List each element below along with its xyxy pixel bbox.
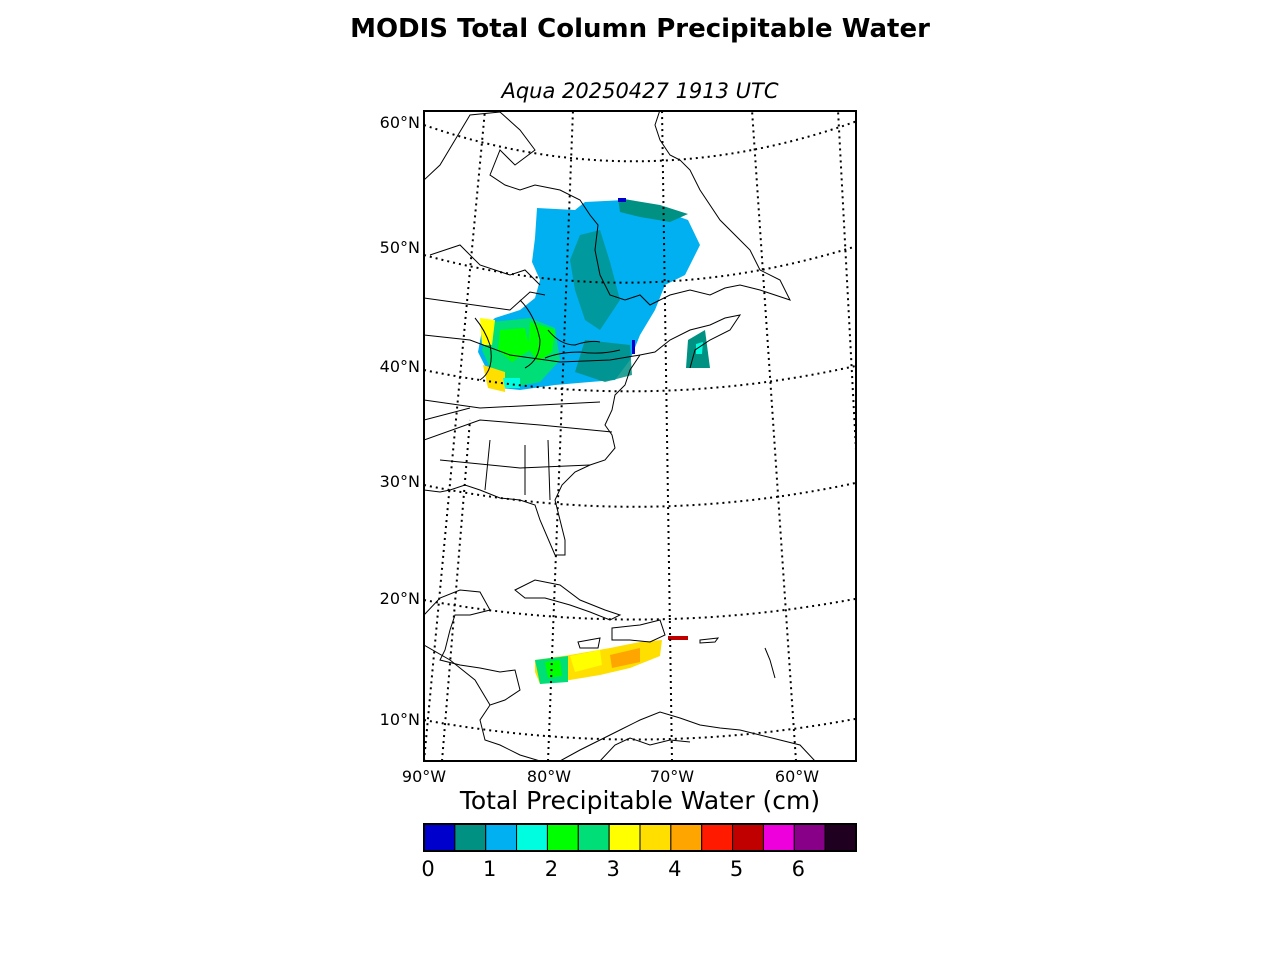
lon-label-60w: 60°W	[774, 767, 820, 786]
colorbar-swatch	[577, 823, 610, 852]
coastlines	[424, 111, 816, 761]
colorbar-swatch	[485, 823, 518, 852]
chart-title: MODIS Total Column Precipitable Water	[350, 14, 930, 44]
colorbar-swatch	[793, 823, 826, 852]
colorbar-swatch	[516, 823, 548, 852]
colorbar-swatch	[732, 823, 764, 852]
colorbar-tick-label: 1	[483, 857, 497, 881]
colorbar-swatch	[762, 823, 795, 852]
chart-subtitle: Aqua 20250427 1913 UTC	[501, 79, 779, 103]
colorbar-swatch	[608, 823, 641, 852]
lon-label-80w: 80°W	[526, 767, 572, 786]
colorbar-swatch	[824, 823, 857, 852]
graticule-parallels	[424, 120, 856, 741]
lat-label-40n: 40°N	[379, 357, 420, 376]
colorbar-tick-label: 6	[791, 857, 805, 881]
colorbar-swatch	[454, 823, 487, 852]
colorbar-swatch	[639, 823, 672, 852]
lat-label-50n: 50°N	[379, 238, 420, 257]
colorbar-tick-label: 5	[729, 857, 744, 881]
colorbar-tick-label: 3	[606, 857, 620, 881]
lat-label-60n: 60°N	[379, 113, 420, 132]
map-frame	[423, 110, 857, 762]
colorbar-swatch	[670, 823, 703, 852]
colorbar-frame	[423, 823, 857, 852]
pw-swath-northeast	[478, 198, 710, 392]
colorbar-swatch	[546, 823, 579, 852]
colorbar-tick-label: 0	[421, 857, 435, 881]
lon-label-70w: 70°W	[649, 767, 695, 786]
colorbar-title: Total Precipitable Water (cm)	[459, 786, 821, 815]
lat-label-30n: 30°N	[379, 472, 420, 491]
lat-label-20n: 20°N	[379, 589, 420, 608]
colorbar-swatch	[701, 823, 734, 852]
lat-label-10n: 10°N	[379, 710, 420, 729]
colorbar-swatch	[423, 823, 456, 852]
colorbar	[423, 823, 857, 852]
graticule-meridians	[424, 111, 856, 761]
colorbar-tick-label: 4	[668, 857, 682, 881]
colorbar-tick-label: 2	[544, 857, 559, 881]
pw-swath-caribbean	[535, 636, 688, 684]
lon-label-90w: 90°W	[401, 767, 447, 786]
